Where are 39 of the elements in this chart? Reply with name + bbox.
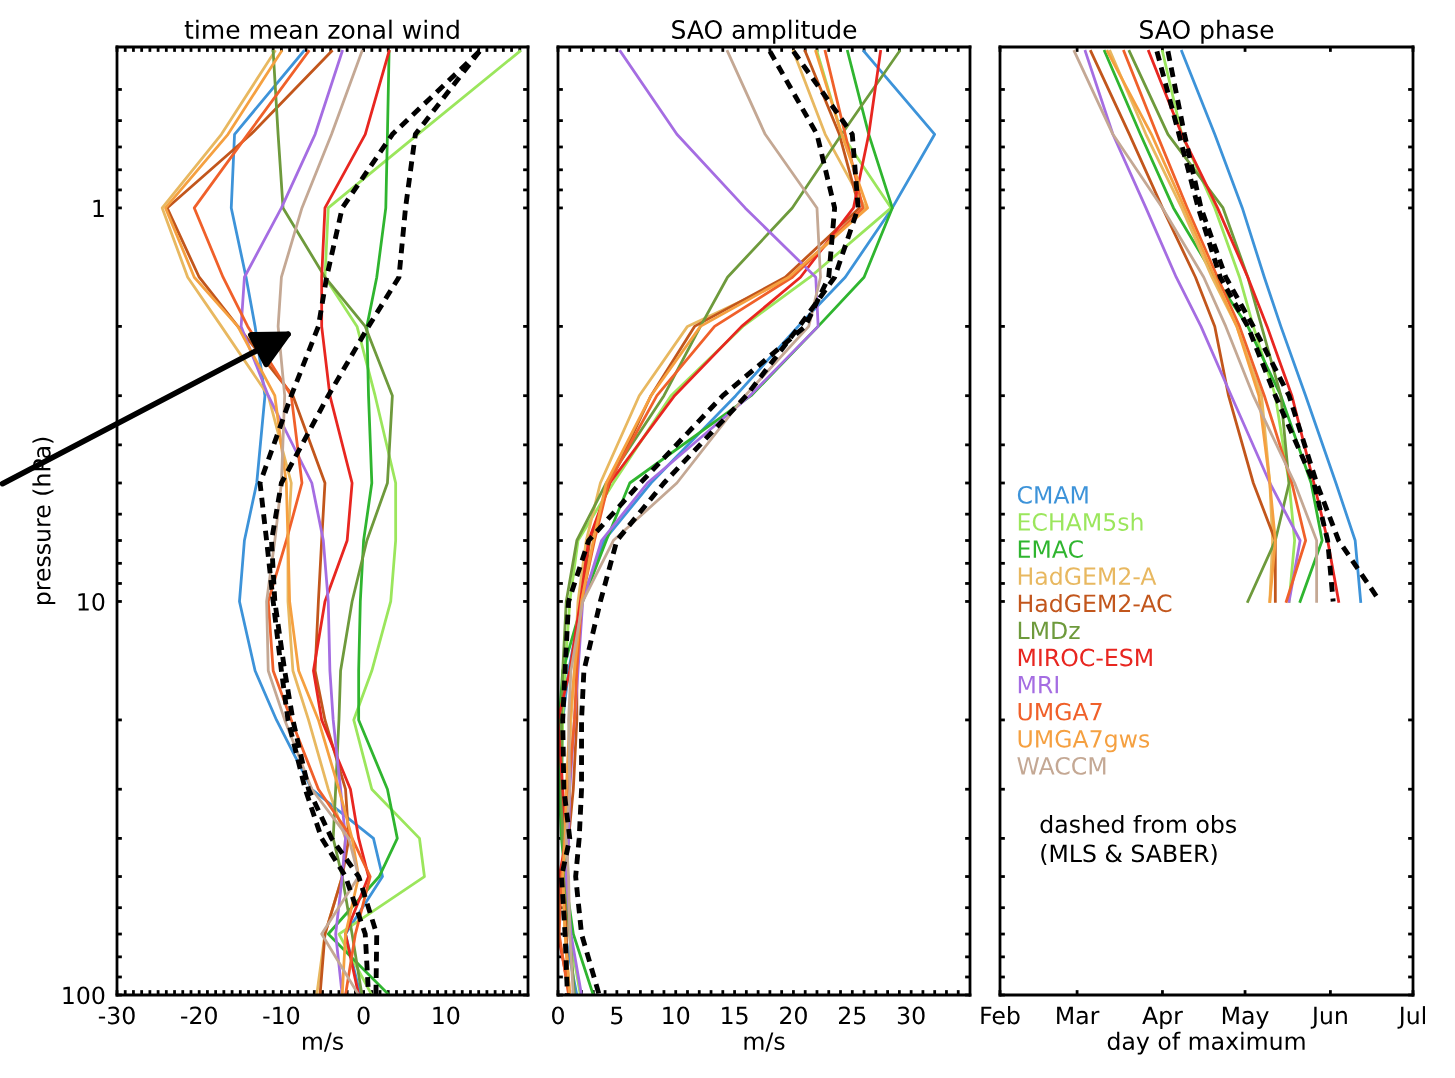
x-tick-label: May [1222, 1006, 1269, 1029]
annotation: dashed from obs (MLS & SABER) [1040, 814, 1236, 866]
y-tick-label: 10 [78, 592, 105, 611]
chart-title: time mean zonal wind [184, 19, 459, 40]
text: EMAC [1018, 540, 1083, 559]
x-tick-label: 25 [838, 1006, 866, 1025]
x-tick-label: 15 [722, 1006, 748, 1025]
x-tick-label: Jul [1397, 1006, 1426, 1029]
y-tick-label: 1 [93, 199, 104, 217]
x-tick-label: 5 [611, 1006, 623, 1025]
x-tick-label: -20 [181, 1006, 217, 1025]
x-tick-label: Mar [1057, 1006, 1100, 1025]
y-tick-label: 100 [63, 986, 105, 1005]
x-tick-label: Feb [981, 1006, 1020, 1025]
x-axis-title: m/s [744, 1032, 785, 1052]
x-tick-label: 10 [433, 1006, 460, 1025]
text: HadGEM2-A [1018, 566, 1157, 586]
x-tick-label: 0 [357, 1006, 370, 1025]
chart-title: SAO phase [1140, 19, 1274, 44]
text: ECHAM5sh [1018, 512, 1143, 531]
chart-title: SAO amplitude [672, 19, 857, 44]
text: CMAM [1017, 485, 1088, 504]
x-tick-label: Jun [1310, 1006, 1347, 1029]
text: MRI [1018, 675, 1058, 694]
text: LMDz [1018, 621, 1080, 639]
text: UMGA7 [1018, 702, 1102, 721]
x-tick-label: 30 [897, 1006, 925, 1025]
x-tick-label: 10 [663, 1006, 690, 1025]
text: HadGEM2-AC [1018, 593, 1172, 613]
text: MIROC-ESM [1018, 648, 1152, 667]
x-tick-label: -10 [263, 1006, 300, 1025]
text: WACCM [1017, 756, 1106, 775]
x-tick-label: Apr [1142, 1006, 1183, 1029]
x-tick-label: 20 [780, 1006, 807, 1025]
x-tick-label: 0 [552, 1006, 564, 1025]
x-tick-label: -30 [98, 1006, 135, 1025]
text: UMGA7gws [1018, 729, 1150, 753]
x-axis-title: m/s [303, 1032, 343, 1052]
x-axis-title: day of maximum [1107, 1031, 1305, 1055]
